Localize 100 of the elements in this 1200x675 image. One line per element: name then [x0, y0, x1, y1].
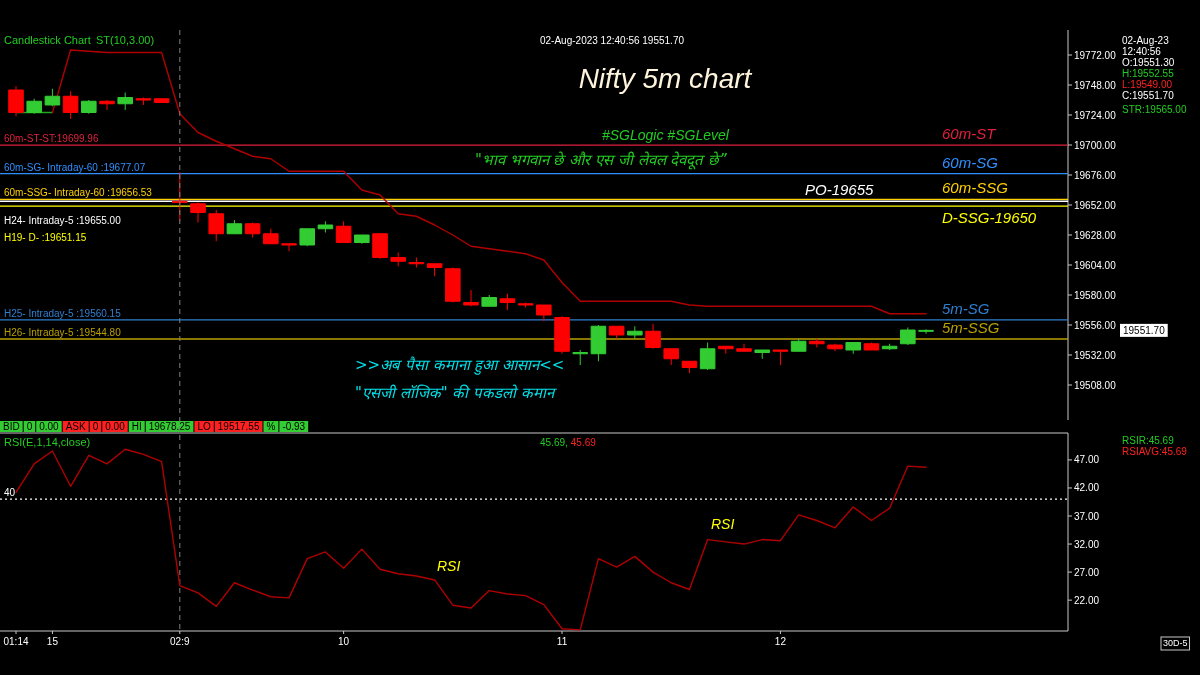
- candlestick: [426, 263, 443, 277]
- text: 19678.25: [148, 421, 191, 432]
- annotation: 5m-SG: [942, 299, 990, 317]
- candlestick: [572, 349, 589, 366]
- candlestick: [81, 99, 97, 115]
- y-tick-label: 22.00: [1074, 594, 1100, 606]
- text: 19517.55: [217, 421, 260, 432]
- text: 30D-5: [1163, 638, 1188, 648]
- text: HI: [131, 421, 142, 432]
- text: 12:40:56: [1122, 46, 1162, 57]
- text: %: [266, 421, 276, 432]
- text: ASK: [65, 421, 87, 432]
- annotation: PO-19655: [805, 181, 875, 199]
- candlestick: [281, 243, 297, 252]
- candlestick: [499, 293, 516, 311]
- annotation: Candlestick Chart: [4, 34, 91, 46]
- text: 0.00: [39, 421, 60, 432]
- x-tick-label: 10: [338, 636, 350, 647]
- text: 0: [26, 421, 33, 432]
- y-tick-label: 19556.00: [1074, 319, 1117, 331]
- y-tick-label: 19628.00: [1074, 229, 1117, 241]
- y-tick-label: 19508.00: [1074, 379, 1117, 391]
- annotation: ST(10,3.00): [96, 34, 155, 46]
- text: 0: [92, 421, 99, 432]
- candlestick: [590, 324, 607, 362]
- ref-line-label: H24- Intraday-5 :19655.00: [4, 215, 122, 227]
- candlestick: [299, 228, 315, 247]
- y-tick-label: 19532.00: [1074, 349, 1117, 361]
- candlestick: [918, 328, 934, 335]
- y-tick-label: 19748.00: [1074, 79, 1117, 91]
- text: -0.93: [282, 421, 306, 432]
- y-tick-label: 19700.00: [1074, 139, 1117, 151]
- y-tick-label: 19604.00: [1074, 259, 1117, 271]
- candlestick: [699, 342, 716, 371]
- y-tick-label: 19652.00: [1074, 199, 1117, 211]
- x-tick-label: 15: [46, 636, 59, 647]
- candlestick: [335, 220, 352, 243]
- candlestick: [390, 252, 406, 267]
- y-tick-label: 37.00: [1074, 510, 1100, 522]
- candlestick: [809, 338, 825, 348]
- candlestick: [463, 289, 479, 307]
- candlestick: [681, 360, 698, 374]
- annotation: 02-Aug-2023 12:40:56 19551.70: [540, 35, 685, 46]
- x-tick-label: 12: [774, 636, 787, 647]
- text: 02-Aug-23: [1122, 35, 1170, 46]
- text: C:19551.70: [1122, 90, 1175, 101]
- annotation: RSI(E,1,14,close): [4, 436, 91, 448]
- candlestick: [754, 349, 771, 360]
- text: LO: [197, 421, 211, 432]
- y-tick-label: 19676.00: [1074, 169, 1117, 181]
- candlestick: [153, 98, 170, 103]
- candlestick: [99, 99, 115, 111]
- candlestick: [772, 349, 789, 366]
- candlestick: [718, 345, 734, 355]
- candlestick: [790, 338, 807, 352]
- candlestick: [226, 219, 243, 235]
- text: H:19552.55: [1122, 68, 1175, 79]
- candlestick: [208, 209, 224, 242]
- annotation: "एसजी लॉजिक" की पकडलो कमान: [355, 384, 557, 402]
- text: RSIAVG:45.69: [1122, 446, 1188, 457]
- ref-line-label: 60m-SG- Intraday-60 :19677.07: [4, 161, 146, 173]
- y-tick-label: 19580.00: [1074, 289, 1117, 301]
- ref-line-label: H26- Intraday-5 :19544.80: [4, 327, 122, 338]
- candlestick: [663, 348, 680, 366]
- annotation: RSI: [437, 558, 461, 574]
- text: Nifty 5m chart: [578, 63, 753, 94]
- text: STR:19565.00: [1122, 104, 1187, 115]
- candlestick: [135, 97, 152, 106]
- candlestick: [827, 343, 843, 352]
- line-series: [15, 448, 927, 631]
- annotation: 60m-ST: [942, 125, 998, 143]
- y-tick-label: 19724.00: [1074, 109, 1117, 121]
- candlestick: [645, 323, 661, 350]
- candlestick: [517, 302, 534, 308]
- y-tick-label: 42.00: [1074, 482, 1100, 494]
- candlestick: [408, 257, 425, 268]
- candlestick: [863, 342, 880, 351]
- candlestick: [44, 88, 61, 107]
- annotation: #SGLogic #SGLevel: [602, 127, 730, 143]
- candlestick: [372, 233, 388, 260]
- candlestick: [845, 342, 862, 355]
- candlestick: [627, 325, 643, 340]
- candlestick: [317, 220, 334, 233]
- annotation: 45.69: [570, 437, 597, 448]
- annotation: "भाव भगवान छे और एस जी लेवल देवदूत छे”: [475, 151, 728, 170]
- candlestick: [244, 222, 261, 238]
- x-tick-label: 02:9: [170, 636, 190, 647]
- annotation: 5m-SSG: [942, 319, 1000, 336]
- annotation: D-SSG-19650: [942, 209, 1037, 227]
- y-tick-label: 19772.00: [1074, 49, 1117, 61]
- y-tick-label: 47.00: [1074, 454, 1100, 466]
- candlestick: [117, 92, 133, 111]
- annotation: 60m-SSG: [942, 179, 1009, 197]
- x-tick-label: 01:14: [3, 636, 29, 647]
- candlestick: [900, 327, 916, 346]
- annotation: 60m-SG: [942, 153, 999, 171]
- text: BID: [3, 421, 20, 432]
- ref-line-label: H25- Intraday-5 :19560.15: [4, 307, 122, 319]
- y-tick-label: 27.00: [1074, 566, 1100, 578]
- ref-line-label: 40: [4, 487, 16, 499]
